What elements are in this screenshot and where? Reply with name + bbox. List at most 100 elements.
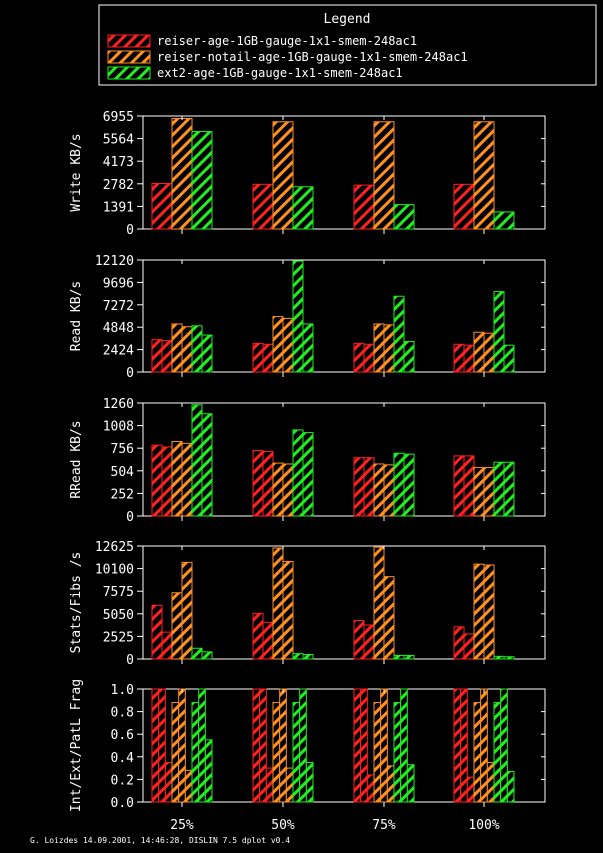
bar-orange <box>473 563 485 660</box>
bar-orange <box>282 463 294 517</box>
bar-red <box>252 450 264 517</box>
y-tick-label: 0.8 <box>111 706 134 721</box>
bar-green <box>191 702 200 803</box>
y-tick-label: 4173 <box>103 155 134 170</box>
y-tick-label: 4848 <box>103 321 134 336</box>
panel-4: 0 2525 5050 7575 10100 12625 Stats/Fibs /s <box>69 540 546 668</box>
bar-red <box>259 688 267 803</box>
y-tick-label: 756 <box>111 442 134 457</box>
bar-green <box>292 186 314 230</box>
bar-green <box>191 647 203 660</box>
bar-green <box>493 211 515 230</box>
bar-green <box>500 688 508 803</box>
bar-orange <box>373 121 395 230</box>
y-tick-label: 1391 <box>103 200 134 215</box>
y-axis-label: Stats/Fibs /s <box>69 552 84 654</box>
y-tick-label: 2424 <box>103 344 134 359</box>
bar-green <box>403 654 415 660</box>
legend-swatch-orange <box>107 50 151 64</box>
bar-red <box>151 339 163 373</box>
x-category-label: 100% <box>468 818 499 833</box>
legend-swatch-green <box>107 66 151 80</box>
y-tick-label: 12625 <box>95 540 134 555</box>
bar-red <box>453 343 465 373</box>
bar-orange <box>383 464 395 517</box>
bar-orange <box>483 467 495 517</box>
bar-red <box>363 457 375 517</box>
bar-green <box>204 739 213 803</box>
bar-orange <box>181 561 193 660</box>
plot-frame <box>142 545 546 660</box>
y-tick-label: 2525 <box>103 630 134 645</box>
legend-entry-3: ext2-age-1GB-gauge-1x1-smem-248ac1 <box>107 66 403 80</box>
bar-green <box>406 764 415 803</box>
bar-red <box>463 633 475 660</box>
bar-red <box>252 688 261 803</box>
bar-green <box>493 461 505 517</box>
panel-3: 0 252 504 756 1008 1260 RRead KB/s <box>69 397 546 525</box>
bar-red <box>360 688 368 803</box>
bar-red <box>252 612 264 660</box>
y-tick-label: 0.6 <box>111 728 134 743</box>
plot-frame <box>142 259 546 373</box>
bar-red <box>466 776 475 803</box>
bar-red <box>453 626 465 660</box>
bar-green <box>201 413 213 517</box>
bar-orange <box>181 442 193 517</box>
bar-orange <box>171 118 193 230</box>
bar-green <box>292 429 304 517</box>
bar-red <box>252 183 274 230</box>
bar-orange <box>272 316 284 373</box>
bar-red <box>363 624 375 660</box>
y-axis-label: RRead KB/s <box>69 420 84 498</box>
bar-green <box>302 654 314 660</box>
bar-green <box>506 770 515 803</box>
bar-green <box>393 654 405 660</box>
x-category-label: 25% <box>170 818 194 833</box>
y-tick-label: 2782 <box>103 178 134 193</box>
bar-orange <box>171 441 183 517</box>
plot-frame <box>142 688 546 803</box>
bar-red <box>353 620 365 660</box>
bar-green <box>292 260 304 373</box>
bar-red <box>265 767 274 803</box>
bar-red <box>151 444 163 517</box>
bar-orange <box>473 331 485 373</box>
footer-credit: G. Loizdes 14.09.2001, 14:46:28, DISLIN … <box>30 836 291 845</box>
bar-red <box>158 688 166 803</box>
bar-green <box>302 323 314 373</box>
bar-green <box>493 702 502 803</box>
bar-green <box>201 651 213 660</box>
bar-red <box>366 774 375 803</box>
bar-green <box>393 204 415 230</box>
bar-orange <box>272 547 284 660</box>
plot-frame <box>142 402 546 517</box>
bar-red <box>463 344 475 373</box>
bar-red <box>161 340 173 373</box>
bar-orange <box>178 688 186 803</box>
bar-green <box>493 291 505 373</box>
bar-red <box>353 342 365 373</box>
legend-box <box>98 4 597 86</box>
y-tick-label: 10100 <box>95 563 134 578</box>
y-tick-label: 7272 <box>103 299 134 314</box>
bar-green <box>503 656 515 660</box>
bar-red <box>353 184 375 230</box>
y-tick-label: 1.0 <box>111 683 134 698</box>
bar-orange <box>483 332 495 373</box>
bar-orange <box>380 688 388 803</box>
bar-red <box>252 342 264 373</box>
bar-green <box>305 761 314 803</box>
bar-orange <box>473 467 485 517</box>
bar-red <box>453 183 475 230</box>
y-tick-label: 0 <box>126 510 134 525</box>
bar-green <box>403 341 415 373</box>
bar-red <box>164 761 173 803</box>
bar-red <box>161 631 173 660</box>
y-tick-label: 6955 <box>103 110 134 125</box>
bar-orange <box>373 702 382 803</box>
bar-orange <box>473 702 482 803</box>
bar-green <box>393 295 405 373</box>
bar-red <box>262 621 274 660</box>
